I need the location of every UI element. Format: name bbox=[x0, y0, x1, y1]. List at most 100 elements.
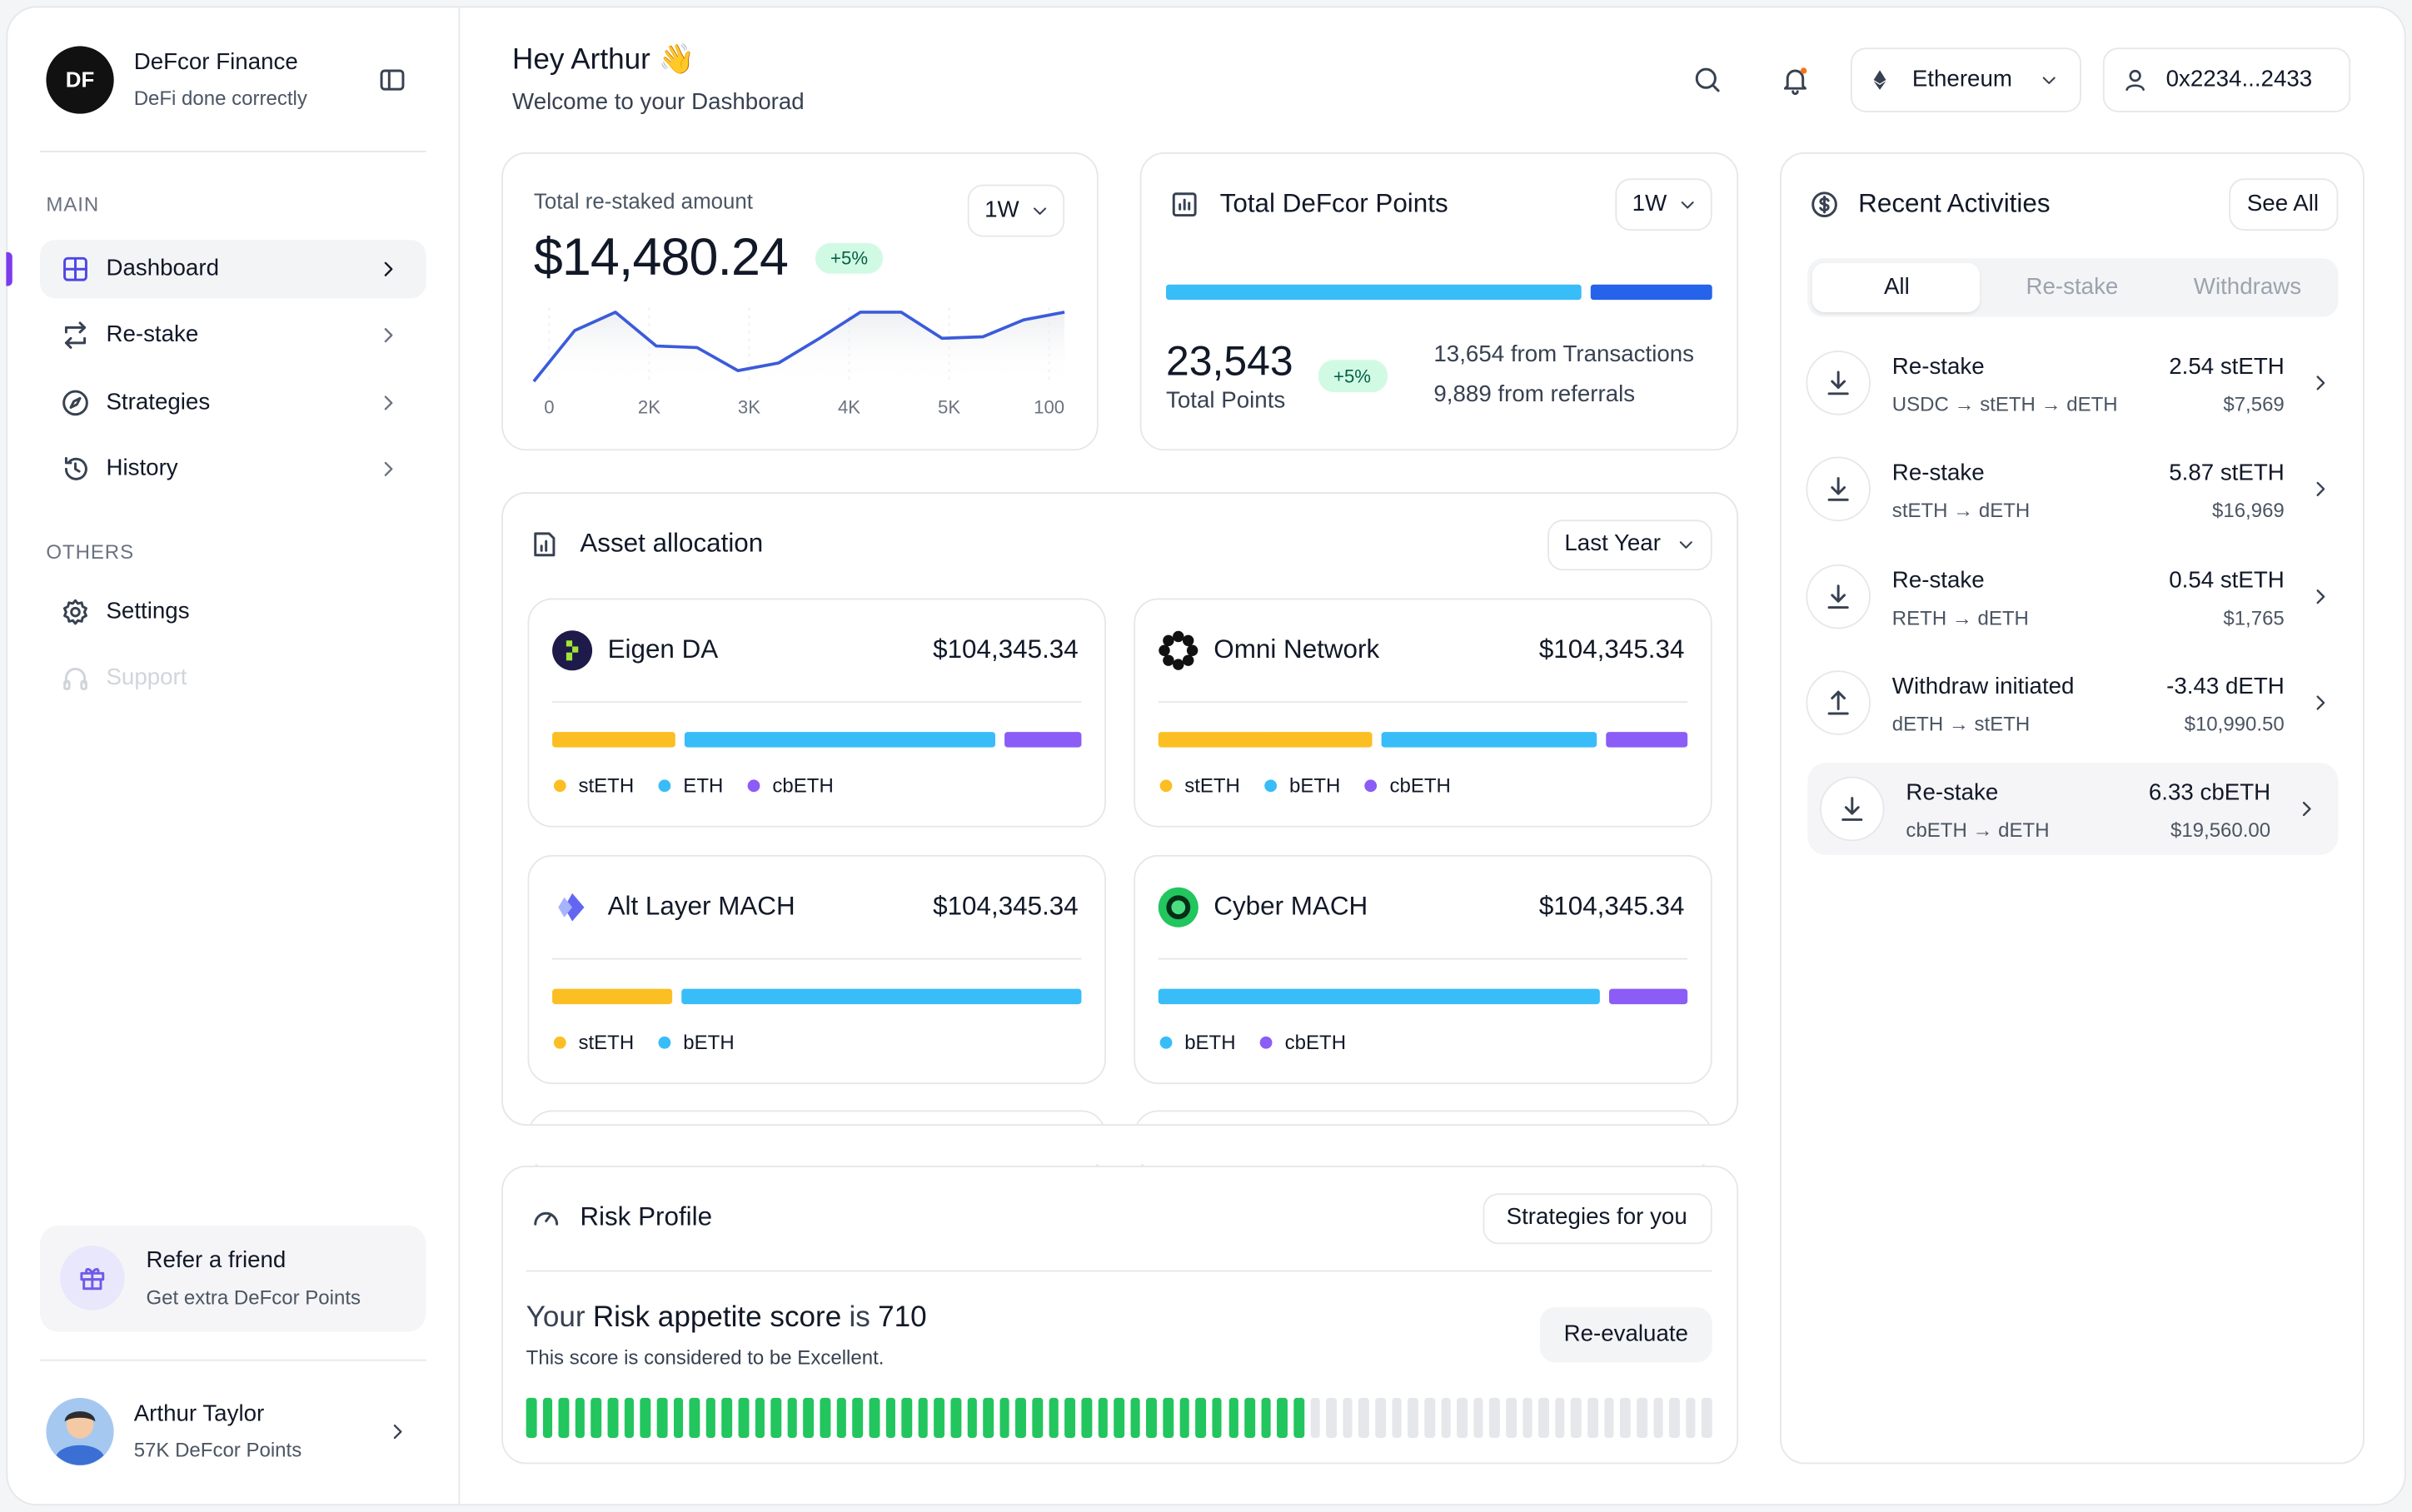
line bbox=[532, 311, 1065, 383]
score-bar bbox=[1637, 1397, 1647, 1438]
tab[interactable]: Withdraws bbox=[2193, 273, 2302, 301]
score-bar bbox=[656, 1397, 667, 1438]
download-icon bbox=[1827, 371, 1849, 395]
score-bar bbox=[1457, 1397, 1468, 1438]
change: +5% bbox=[1333, 366, 1372, 388]
score-bar bbox=[575, 1397, 586, 1438]
allocation-segment bbox=[1158, 988, 1601, 1005]
score-bar bbox=[1064, 1397, 1075, 1438]
refer-title: Refer a friend bbox=[146, 1246, 287, 1274]
restaked-label: Total re-staked amount bbox=[533, 188, 753, 213]
allocation-title: Asset allocation bbox=[580, 529, 764, 559]
chevron bbox=[2316, 481, 2325, 496]
reevaluate-button[interactable] bbox=[1539, 1306, 1712, 1363]
greeting: Hey Arthur 👋 bbox=[512, 43, 695, 77]
wallet-button[interactable] bbox=[2102, 47, 2351, 112]
x-tick-label: 5K bbox=[938, 396, 961, 419]
score-bar bbox=[1244, 1397, 1255, 1438]
score-bar bbox=[1015, 1397, 1027, 1438]
score-bar bbox=[738, 1397, 749, 1438]
activity-value: $19,560.00 bbox=[2170, 818, 2271, 842]
logo bbox=[46, 46, 114, 114]
activity-value: $10,990.50 bbox=[2184, 712, 2285, 736]
nav-item[interactable]: Settings bbox=[106, 598, 190, 624]
gauge-icon bbox=[534, 1211, 559, 1226]
activity-amount: 2.54 stETH bbox=[2169, 353, 2285, 380]
activity-route: stETH → dETH bbox=[1891, 498, 2031, 522]
nav-icon bbox=[64, 456, 87, 480]
x-tick-label: 2K bbox=[637, 396, 660, 419]
score-bar bbox=[1081, 1397, 1092, 1438]
nav-item[interactable]: History bbox=[106, 455, 178, 482]
period-select[interactable] bbox=[1615, 178, 1712, 231]
wallet-address: 0x2234...2433 bbox=[2165, 66, 2313, 92]
user-name: Arthur Taylor bbox=[133, 1400, 265, 1428]
activity-highlight bbox=[1807, 763, 2339, 855]
legend-label: stETH bbox=[578, 773, 635, 798]
strategies-button[interactable] bbox=[1483, 1193, 1712, 1245]
score-bar bbox=[869, 1397, 880, 1438]
reevaluate-label[interactable]: Re-evaluate bbox=[1563, 1321, 1688, 1347]
period-select[interactable] bbox=[967, 184, 1065, 237]
score-bar bbox=[591, 1397, 602, 1438]
activity-route: RETH → dETH bbox=[1891, 606, 2029, 629]
legend-dot bbox=[1264, 779, 1278, 793]
risk-prefix: Your bbox=[526, 1301, 586, 1335]
score-bar bbox=[607, 1397, 618, 1438]
chevron-down bbox=[1679, 541, 1692, 549]
chevron bbox=[384, 328, 393, 343]
score-bar bbox=[1538, 1397, 1549, 1438]
network-name: Ethereum bbox=[1911, 66, 2012, 92]
nav-item[interactable]: Strategies bbox=[106, 389, 211, 415]
sidebar-divider bbox=[458, 7, 461, 1505]
score-bar bbox=[542, 1397, 553, 1438]
allocation-segment bbox=[680, 988, 1082, 1005]
score-bar bbox=[999, 1397, 1010, 1438]
score-bar bbox=[967, 1397, 978, 1438]
legend-dot bbox=[747, 779, 760, 793]
score-bar bbox=[1375, 1397, 1386, 1438]
score-bar bbox=[640, 1397, 651, 1438]
activity-amount: -3.43 dETH bbox=[2166, 673, 2285, 700]
section-title: MAIN bbox=[46, 192, 100, 216]
see-all[interactable]: See All bbox=[2246, 191, 2320, 217]
nav-item[interactable]: Support bbox=[106, 664, 187, 691]
activity-amount: 0.54 stETH bbox=[2169, 567, 2285, 594]
divider bbox=[526, 1270, 1712, 1272]
score-bar bbox=[983, 1397, 994, 1438]
asset-amount: $104,345.34 bbox=[933, 891, 1079, 921]
nav-indicator bbox=[6, 251, 12, 286]
nav-item[interactable]: Re-stake bbox=[106, 321, 199, 348]
nav-item[interactable]: Dashboard bbox=[106, 255, 219, 282]
activity-route: cbETH → dETH bbox=[1906, 818, 2050, 842]
divider bbox=[1158, 701, 1688, 704]
score-bar bbox=[1391, 1397, 1403, 1438]
legend-label: bETH bbox=[683, 1030, 735, 1054]
score-bar bbox=[836, 1397, 847, 1438]
score-bar bbox=[934, 1397, 945, 1438]
chevron bbox=[2316, 589, 2325, 604]
points-bar bbox=[1590, 284, 1712, 301]
score-bar bbox=[885, 1397, 896, 1438]
gift-icon bbox=[80, 1267, 105, 1291]
tab[interactable]: All bbox=[1883, 273, 1910, 301]
risk-mid: is bbox=[849, 1301, 870, 1335]
asset-card bbox=[1134, 598, 1712, 828]
strategies-label[interactable]: Strategies for you bbox=[1506, 1204, 1687, 1231]
tab[interactable]: Re-stake bbox=[2026, 273, 2119, 301]
score-bar bbox=[705, 1397, 716, 1438]
activity-route: USDC → stETH → dETH bbox=[1891, 392, 2118, 416]
see-all-button[interactable] bbox=[2229, 178, 2339, 231]
network-select[interactable] bbox=[1850, 47, 2081, 112]
period: Last Year bbox=[1564, 530, 1661, 557]
legend-label: cbETH bbox=[1284, 1030, 1347, 1054]
activity-value: $7,569 bbox=[2223, 392, 2285, 416]
refer-subtitle: Get extra DeFcor Points bbox=[146, 1286, 361, 1310]
nav-active-bg bbox=[40, 240, 426, 299]
legend-label: cbETH bbox=[1389, 773, 1451, 798]
chevron bbox=[393, 1424, 402, 1440]
allocation-segment bbox=[1158, 732, 1373, 748]
divider bbox=[1158, 957, 1688, 960]
score-bar bbox=[1571, 1397, 1582, 1438]
